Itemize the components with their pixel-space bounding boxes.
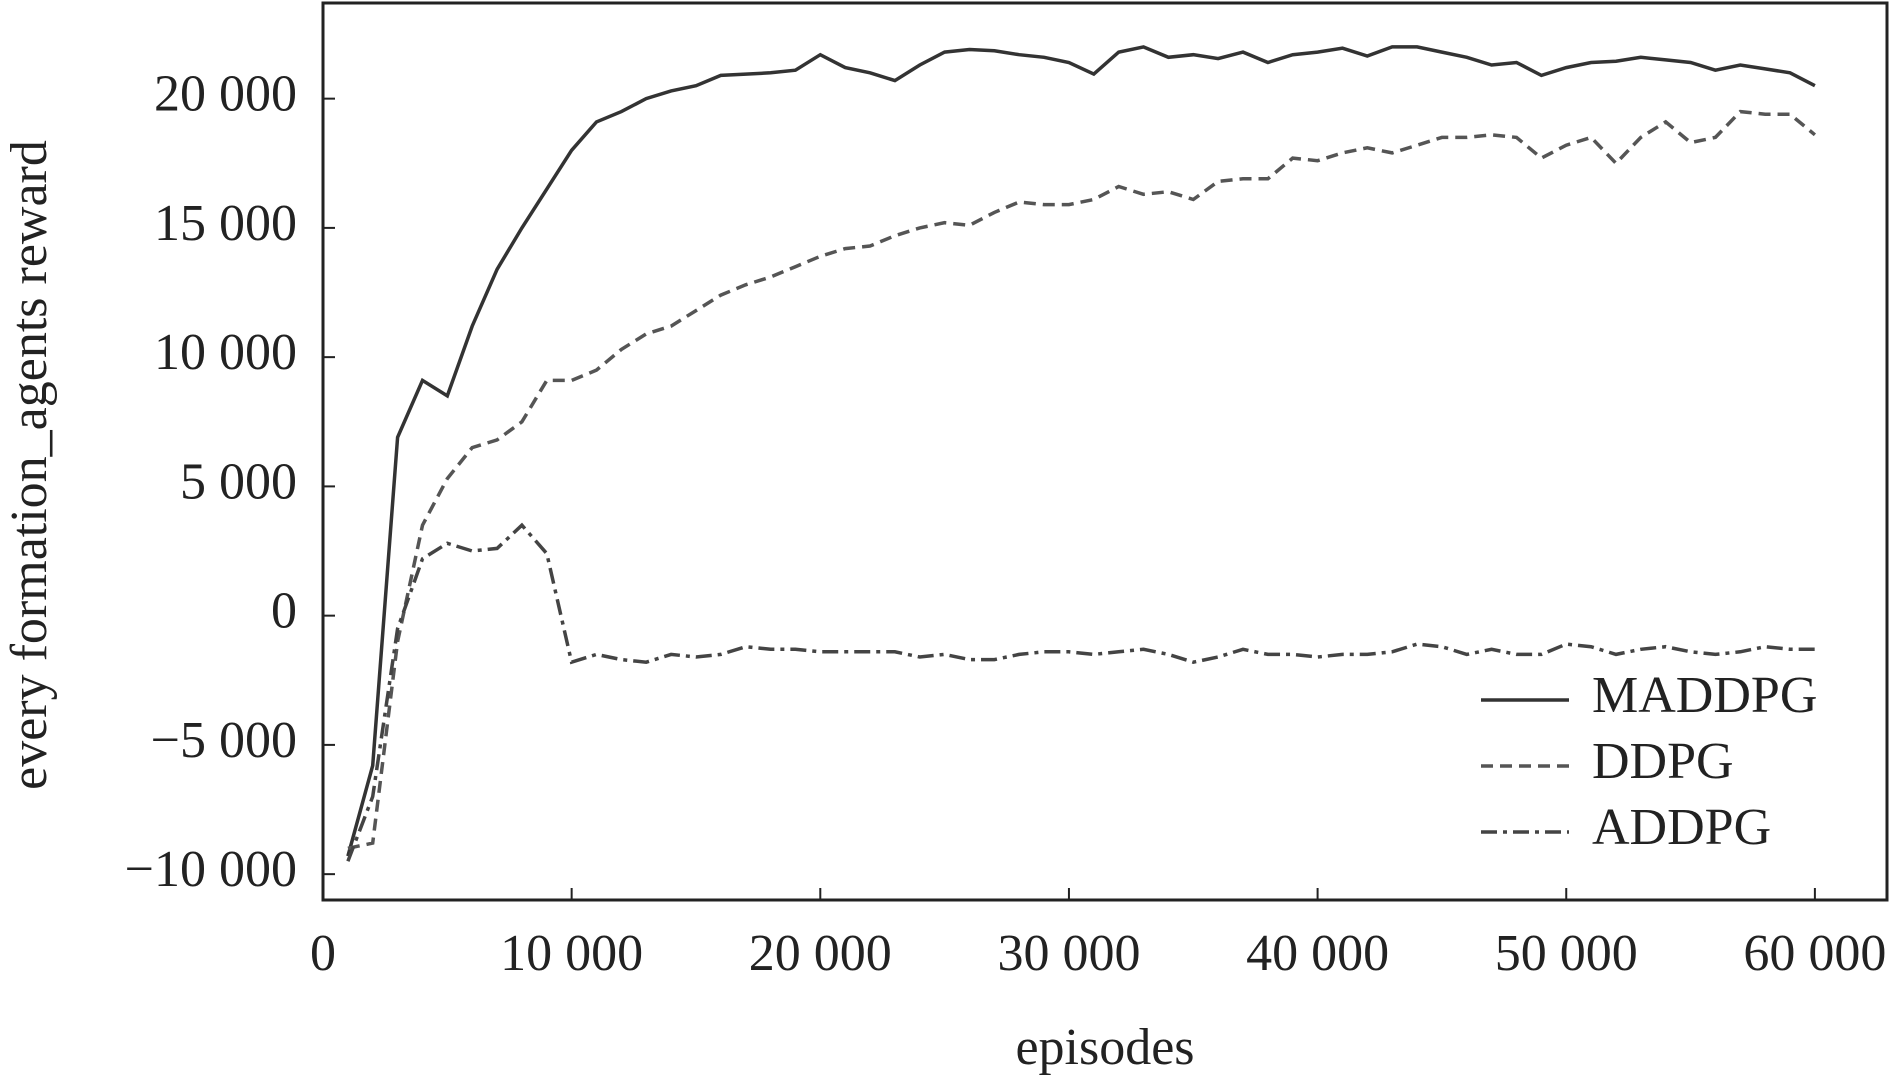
x-tick-label: 20 000 — [749, 925, 892, 982]
legend-label: MADDPG — [1592, 667, 1817, 724]
series-line — [346, 45, 1816, 857]
y-tick-label: 0 — [271, 583, 297, 640]
x-tick-label: 40 000 — [1246, 925, 1389, 982]
series-line — [346, 522, 1815, 862]
x-axis-label: episodes — [1015, 1019, 1194, 1076]
y-tick-label: −5 000 — [151, 712, 297, 769]
y-tick-label: 15 000 — [154, 195, 297, 252]
x-tick-label: 50 000 — [1495, 925, 1638, 982]
y-tick-label: −10 000 — [125, 841, 297, 898]
y-tick-label: 10 000 — [154, 324, 297, 381]
legend-label: DDPG — [1592, 733, 1734, 790]
series-line — [347, 109, 1817, 851]
legend-label: ADDPG — [1592, 799, 1771, 856]
x-tick-label: 0 — [310, 925, 336, 982]
y-tick-label: 5 000 — [180, 453, 297, 510]
x-tick-label: 30 000 — [997, 925, 1140, 982]
y-tick-label: 20 000 — [154, 66, 297, 123]
x-tick-label: 60 000 — [1743, 925, 1886, 982]
plot-frame — [321, 1, 1889, 902]
y-axis-label: every formation_agents reward — [1, 140, 58, 790]
x-tick-label: 10 000 — [500, 925, 643, 982]
